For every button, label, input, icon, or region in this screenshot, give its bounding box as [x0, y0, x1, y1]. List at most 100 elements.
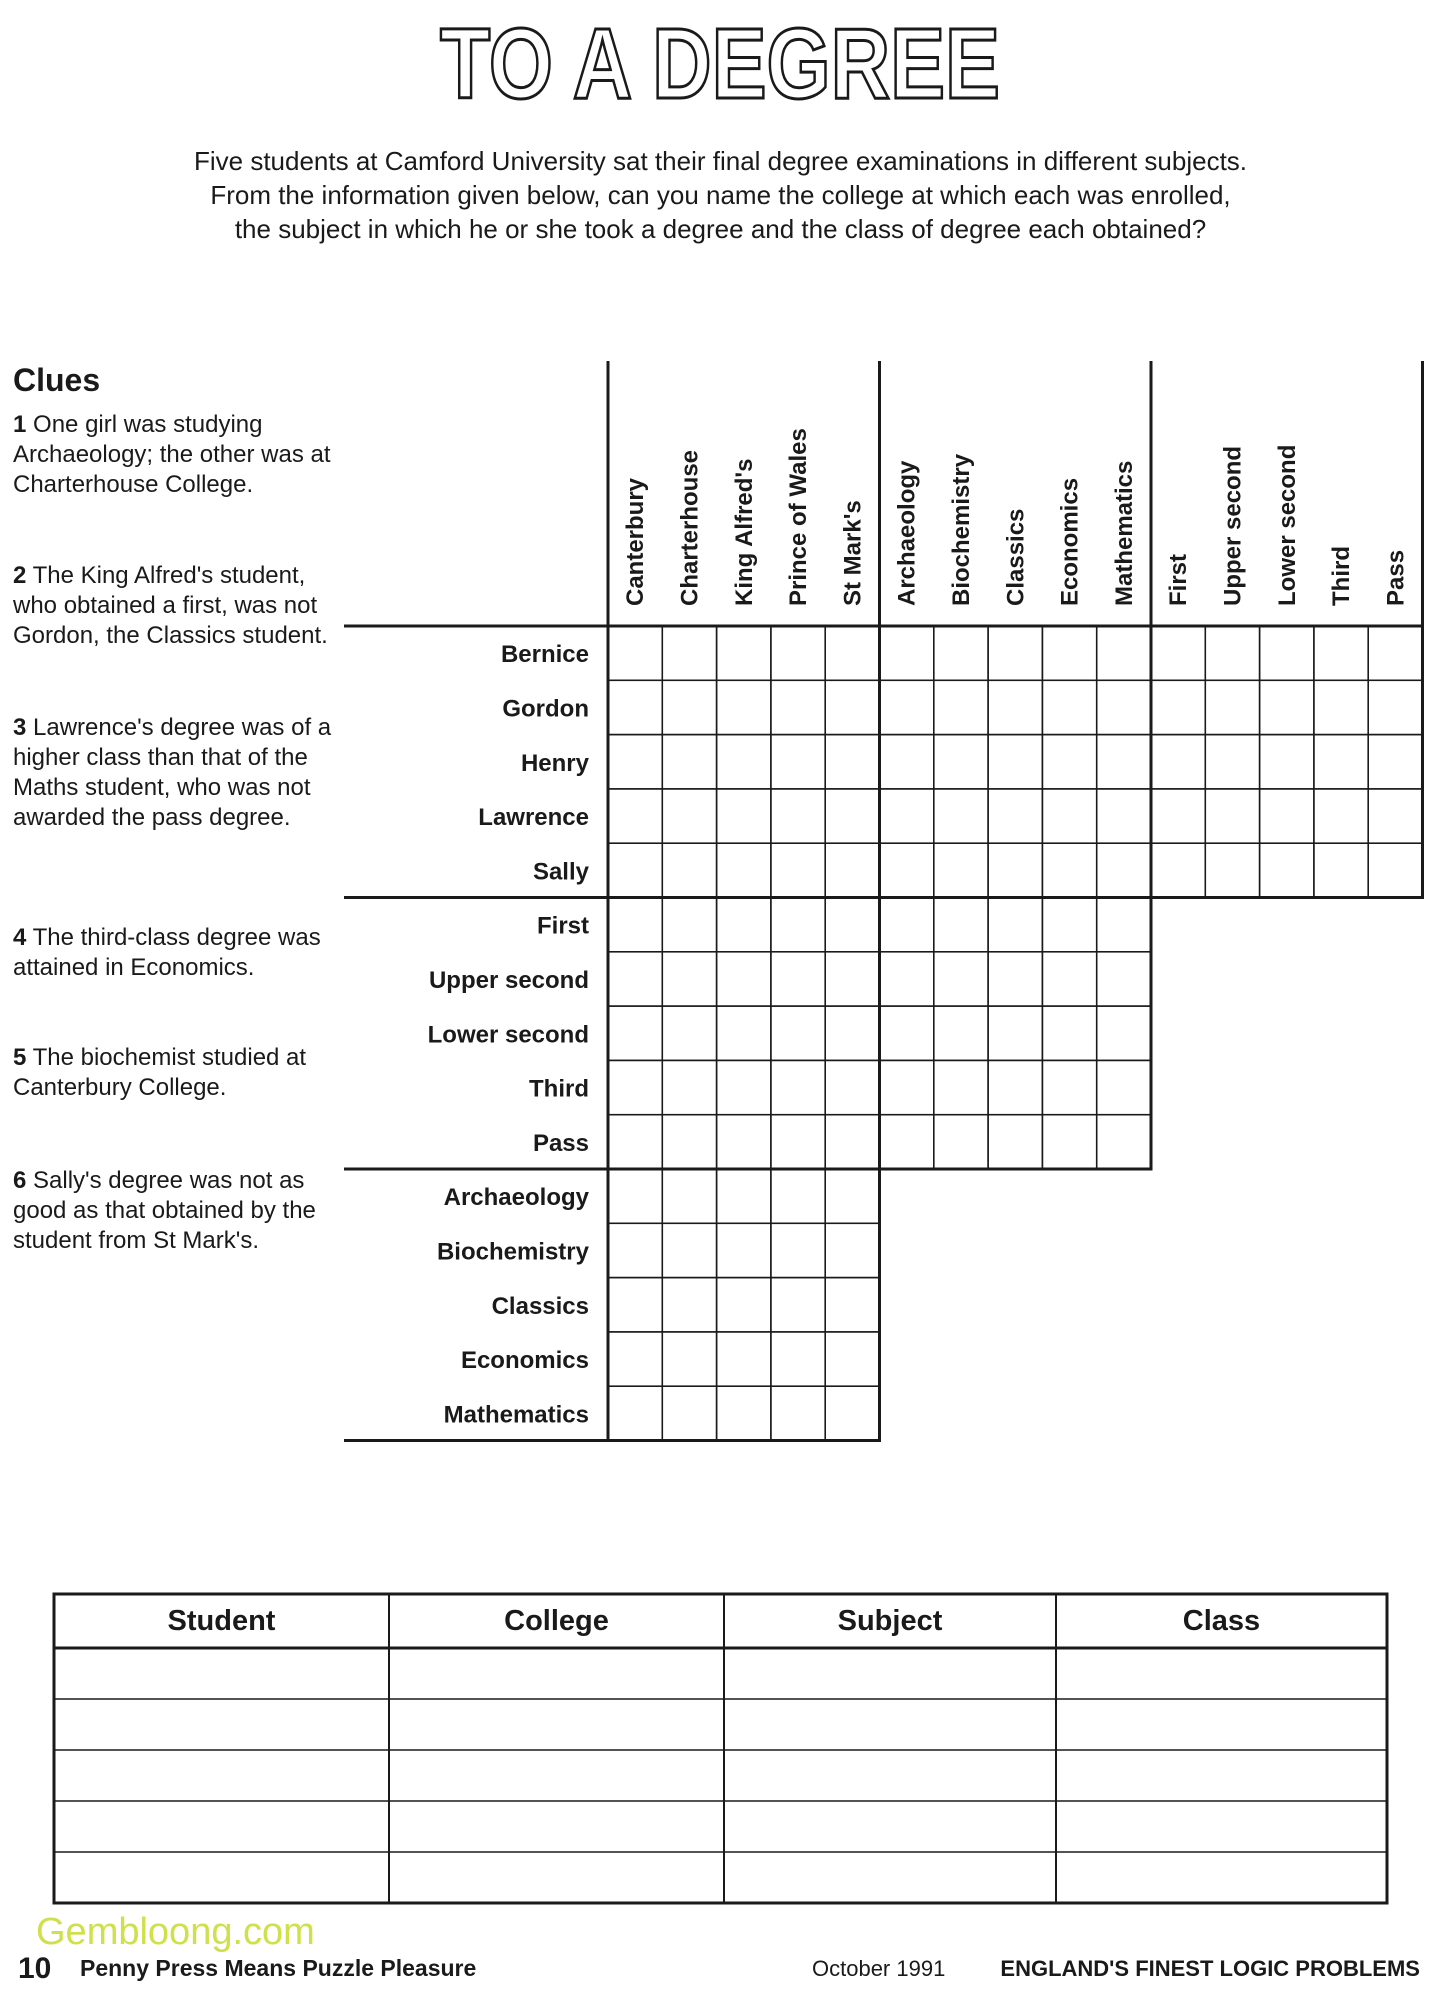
grid-cell — [715, 733, 772, 790]
grid-cell — [824, 1005, 881, 1062]
grid-cell — [607, 842, 664, 899]
grid-cell — [1367, 733, 1424, 790]
grid-cell — [1041, 951, 1098, 1007]
column-header: Lower second — [1274, 445, 1301, 606]
grid-cell — [607, 1113, 664, 1170]
grid-cell — [824, 1059, 881, 1116]
grid-cell — [1150, 679, 1207, 736]
grid-cell — [878, 1059, 935, 1116]
column-header: Archaeology — [894, 460, 921, 606]
grid-cell — [607, 625, 664, 682]
grid-cell — [770, 1331, 826, 1387]
grid-cell — [933, 842, 989, 899]
grid-cell — [715, 1276, 772, 1333]
grid-cell — [770, 1276, 826, 1333]
grid-cell — [607, 896, 664, 953]
row-label: Archaeology — [444, 1184, 590, 1211]
clue-number: 2 — [13, 562, 27, 589]
grid-cell — [824, 788, 881, 844]
title: TO A DEGREE — [440, 8, 1000, 120]
row-label: Biochemistry — [437, 1238, 590, 1265]
grid-cell — [607, 1385, 664, 1442]
grid-cell — [1150, 842, 1207, 899]
table-header: College — [504, 1605, 609, 1637]
intro-line: the subject in which he or she took a de… — [234, 214, 1207, 244]
grid-cell — [1313, 679, 1369, 736]
grid-cell — [1041, 625, 1098, 682]
grid-cell — [661, 733, 718, 790]
row-label: Bernice — [501, 641, 589, 668]
grid-cell — [1095, 951, 1152, 1007]
column-header: Economics — [1057, 478, 1084, 606]
column-header: Biochemistry — [948, 453, 975, 606]
grid-cell — [661, 625, 718, 682]
grid-cell — [1041, 896, 1098, 953]
grid-cell — [824, 896, 881, 953]
clue: 6 Sally's degree was not as good as that… — [13, 1166, 348, 1256]
grid-cell — [1367, 842, 1424, 899]
grid-cell — [661, 1276, 718, 1333]
grid-cell — [661, 842, 718, 899]
clue-number: 3 — [13, 714, 27, 741]
grid-cell — [770, 1059, 826, 1116]
grid-cell — [1095, 842, 1152, 899]
grid-cell — [933, 896, 989, 953]
grid-cell — [1367, 679, 1424, 736]
grid-cell — [1204, 679, 1261, 736]
grid-block — [606, 624, 881, 899]
grid-cell — [715, 1005, 772, 1062]
grid-cell — [987, 788, 1044, 844]
clue-number: 5 — [13, 1044, 27, 1071]
grid-cell — [715, 842, 772, 899]
grid-cell — [1150, 733, 1207, 790]
clue: 3 Lawrence's degree was of a higher clas… — [13, 713, 348, 833]
grid-cell — [607, 951, 664, 1007]
grid-cell — [1041, 1059, 1098, 1116]
grid-cell — [607, 1276, 664, 1333]
grid-cell — [987, 679, 1044, 736]
grid-cell — [1258, 625, 1315, 682]
grid-cell — [1258, 679, 1315, 736]
grid-cell — [661, 1222, 718, 1279]
grid-cell — [824, 1331, 881, 1387]
grid-cell — [770, 842, 826, 899]
grid-cell — [770, 679, 826, 736]
grid-block — [878, 896, 1153, 1171]
column-header: Canterbury — [622, 477, 649, 606]
row-label: Third — [529, 1076, 589, 1103]
grid-cell — [715, 1385, 772, 1442]
grid-cell — [715, 1168, 772, 1225]
grid-cell — [933, 1113, 989, 1170]
grid-cell — [1041, 842, 1098, 899]
grid-cell — [1150, 625, 1207, 682]
clue-number: 6 — [13, 1167, 27, 1194]
footer-left: Penny Press Means Puzzle Pleasure — [80, 1955, 476, 1981]
column-header: Prince of Wales — [785, 428, 812, 606]
column-header: King Alfred's — [731, 459, 758, 607]
table-header: Student — [168, 1605, 276, 1637]
watermark: Gembloong.com — [36, 1911, 315, 1953]
grid-cell — [933, 625, 989, 682]
grid-cell — [661, 951, 718, 1007]
intro-line: Five students at Camford University sat … — [193, 146, 1248, 176]
row-label: Gordon — [502, 695, 589, 722]
grid-cell — [878, 842, 935, 899]
grid-cell — [1095, 1059, 1152, 1116]
column-header: Upper second — [1219, 446, 1246, 606]
grid-cell — [607, 1168, 664, 1225]
grid-cell — [715, 896, 772, 953]
grid-cell — [1204, 842, 1261, 899]
clue-text: Sally's degree was not as good as that o… — [13, 1167, 316, 1254]
grid-cell — [1041, 733, 1098, 790]
grid-cell — [1258, 788, 1315, 844]
grid-cell — [878, 679, 935, 736]
grid-cell — [1367, 625, 1424, 682]
grid-cell — [1204, 733, 1261, 790]
grid-cell — [1041, 1113, 1098, 1170]
grid-cell — [878, 788, 935, 844]
grid-cell — [987, 733, 1044, 790]
grid-cell — [661, 1168, 718, 1225]
answer-table — [52, 1592, 1389, 1905]
grid-block — [606, 896, 881, 1171]
